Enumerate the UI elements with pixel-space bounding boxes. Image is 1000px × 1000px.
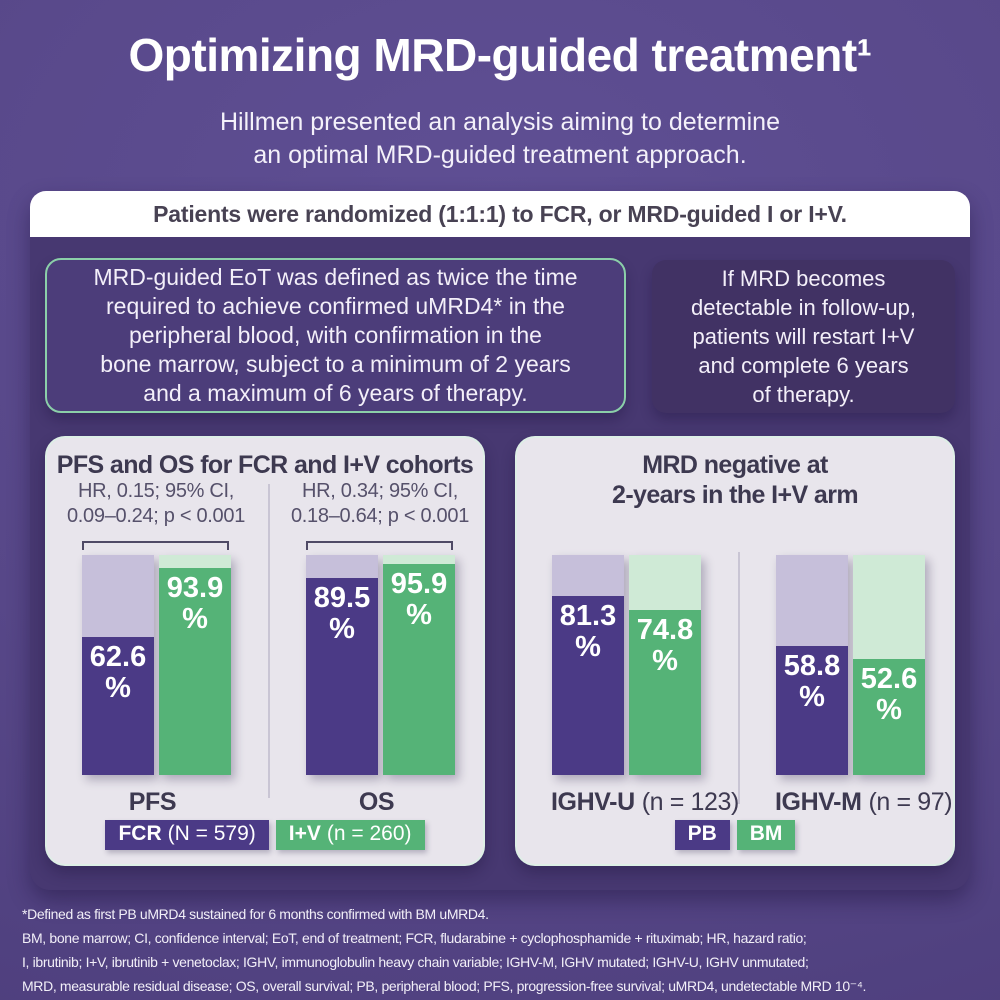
os-group: HR, 0.34; 95% CI, 0.18–0.64; p < 0.001 8… [291, 438, 469, 864]
pfs-group: HR, 0.15; 95% CI, 0.09–0.24; p < 0.001 6… [67, 438, 245, 864]
pb-ighv-u-value-label: 81.3% [559, 600, 617, 664]
iv-os-value-label: 95.9% [390, 568, 448, 632]
category-label-os: OS [358, 788, 395, 816]
footnotes: *Defined as first PB uMRD4 sustained for… [22, 902, 980, 998]
eot-definition-box: MRD-guided EoT was defined as twice the … [45, 258, 626, 413]
fcr-os-bar: 89.5% [306, 578, 378, 775]
pb-ighv-m-bar-track: 58.8% [776, 555, 848, 775]
randomization-banner: Patients were randomized (1:1:1) to FCR,… [30, 191, 970, 237]
pb-ighv-u-bar: 81.3% [552, 596, 624, 775]
bm-ighv-m-bar-track: 52.6% [853, 555, 925, 775]
legend-badge-bm: BM [736, 820, 796, 850]
bm-ighv-u-bar-track: 74.8% [629, 555, 701, 775]
category-label-pfs: PFS [128, 788, 177, 816]
group-divider [738, 552, 740, 804]
ighv-m-group: 58.8% 52.6% I [775, 438, 953, 864]
page-subtitle: Hillmen presented an analysis aiming to … [219, 108, 780, 169]
bm-ighv-u-bar: 74.8% [629, 610, 701, 775]
randomization-banner-text: Patients were randomized (1:1:1) to FCR,… [153, 200, 847, 227]
ighv-m-bars: 58.8% 52.6% [776, 555, 925, 775]
mrd-negative-chart-panel: MRD negative at 2-years in the I+V arm 8… [515, 436, 955, 866]
footnote-definition: *Defined as first PB uMRD4 sustained for… [22, 906, 489, 922]
os-comparison-bracket [306, 541, 453, 550]
pfs-comparison-bracket [82, 541, 229, 550]
legend-badge-pb: PB [674, 820, 730, 850]
ighv-u-bars: 81.3% 74.8% [552, 555, 701, 775]
fcr-os-bar-track: 89.5% [306, 555, 378, 775]
main-card: Patients were randomized (1:1:1) to FCR,… [30, 191, 970, 890]
legend-badge-iv: I+V (n = 260) [275, 820, 425, 850]
fcr-pfs-bar: 62.6% [82, 637, 154, 775]
fcr-os-value-label: 89.5% [313, 582, 371, 646]
pfs-os-chart-panel: PFS and OS for FCR and I+V cohorts HR, 0… [45, 436, 485, 866]
fcr-pfs-bar-track: 62.6% [82, 555, 154, 775]
ighv-u-group: 81.3% 74.8% I [551, 438, 739, 864]
mrd-negative-chart-title: MRD negative at 2-years in the I+V arm [612, 451, 859, 509]
iv-pfs-bar-track: 93.9% [159, 555, 231, 775]
fcr-pfs-value-label: 62.6% [89, 641, 147, 705]
bm-ighv-m-value-label: 52.6% [860, 663, 918, 727]
legend-badge-fcr: FCR (N = 579) [105, 820, 269, 850]
os-bars: 89.5% 95.9% [306, 555, 455, 775]
iv-os-bar: 95.9% [383, 564, 455, 775]
pfs-bars: 62.6% 93.9% [82, 555, 231, 775]
os-hr-annotation-line1: HR, 0.34; 95% CI, [301, 480, 459, 502]
footnote-abbreviations-3: MRD, measurable residual disease; OS, ov… [22, 978, 867, 994]
main-card-body: MRD-guided EoT was defined as twice the … [30, 237, 970, 890]
footnote-abbreviations-2: I, ibrutinib; I+V, ibrutinib + venetocla… [22, 954, 809, 970]
iv-os-bar-track: 95.9% [383, 555, 455, 775]
pfs-hr-annotation-line1: HR, 0.15; 95% CI, [77, 480, 235, 502]
pfs-hr-annotation-line2: 0.09–0.24; p < 0.001 [66, 505, 246, 527]
iv-pfs-bar: 93.9% [159, 568, 231, 775]
pb-ighv-m-value-label: 58.8% [783, 649, 841, 713]
iv-pfs-value-label: 93.9% [166, 572, 224, 636]
category-label-ighv-u: IGHV-U (n = 123) [551, 788, 739, 816]
group-divider [268, 484, 270, 798]
pfs-os-chart-title: PFS and OS for FCR and I+V cohorts [56, 451, 474, 479]
pb-ighv-m-bar: 58.8% [776, 645, 848, 775]
footnote-abbreviations-1: BM, bone marrow; CI, confidence interval… [22, 930, 807, 946]
bm-ighv-u-value-label: 74.8% [636, 614, 694, 678]
fcr-iv-legend: FCR (N = 579) I+V (n = 260) [47, 820, 483, 850]
page-title: Optimizing MRD-guided treatment¹ [128, 29, 872, 81]
os-hr-annotation-line2: 0.18–0.64; p < 0.001 [290, 505, 470, 527]
mrd-restart-box: If MRD becomes detectable in follow-up, … [652, 260, 955, 413]
pb-ighv-u-bar-track: 81.3% [552, 555, 624, 775]
pb-bm-legend: PB BM [517, 820, 953, 850]
bm-ighv-m-bar: 52.6% [853, 659, 925, 775]
category-label-ighv-m: IGHV-M (n = 97) [775, 788, 953, 816]
